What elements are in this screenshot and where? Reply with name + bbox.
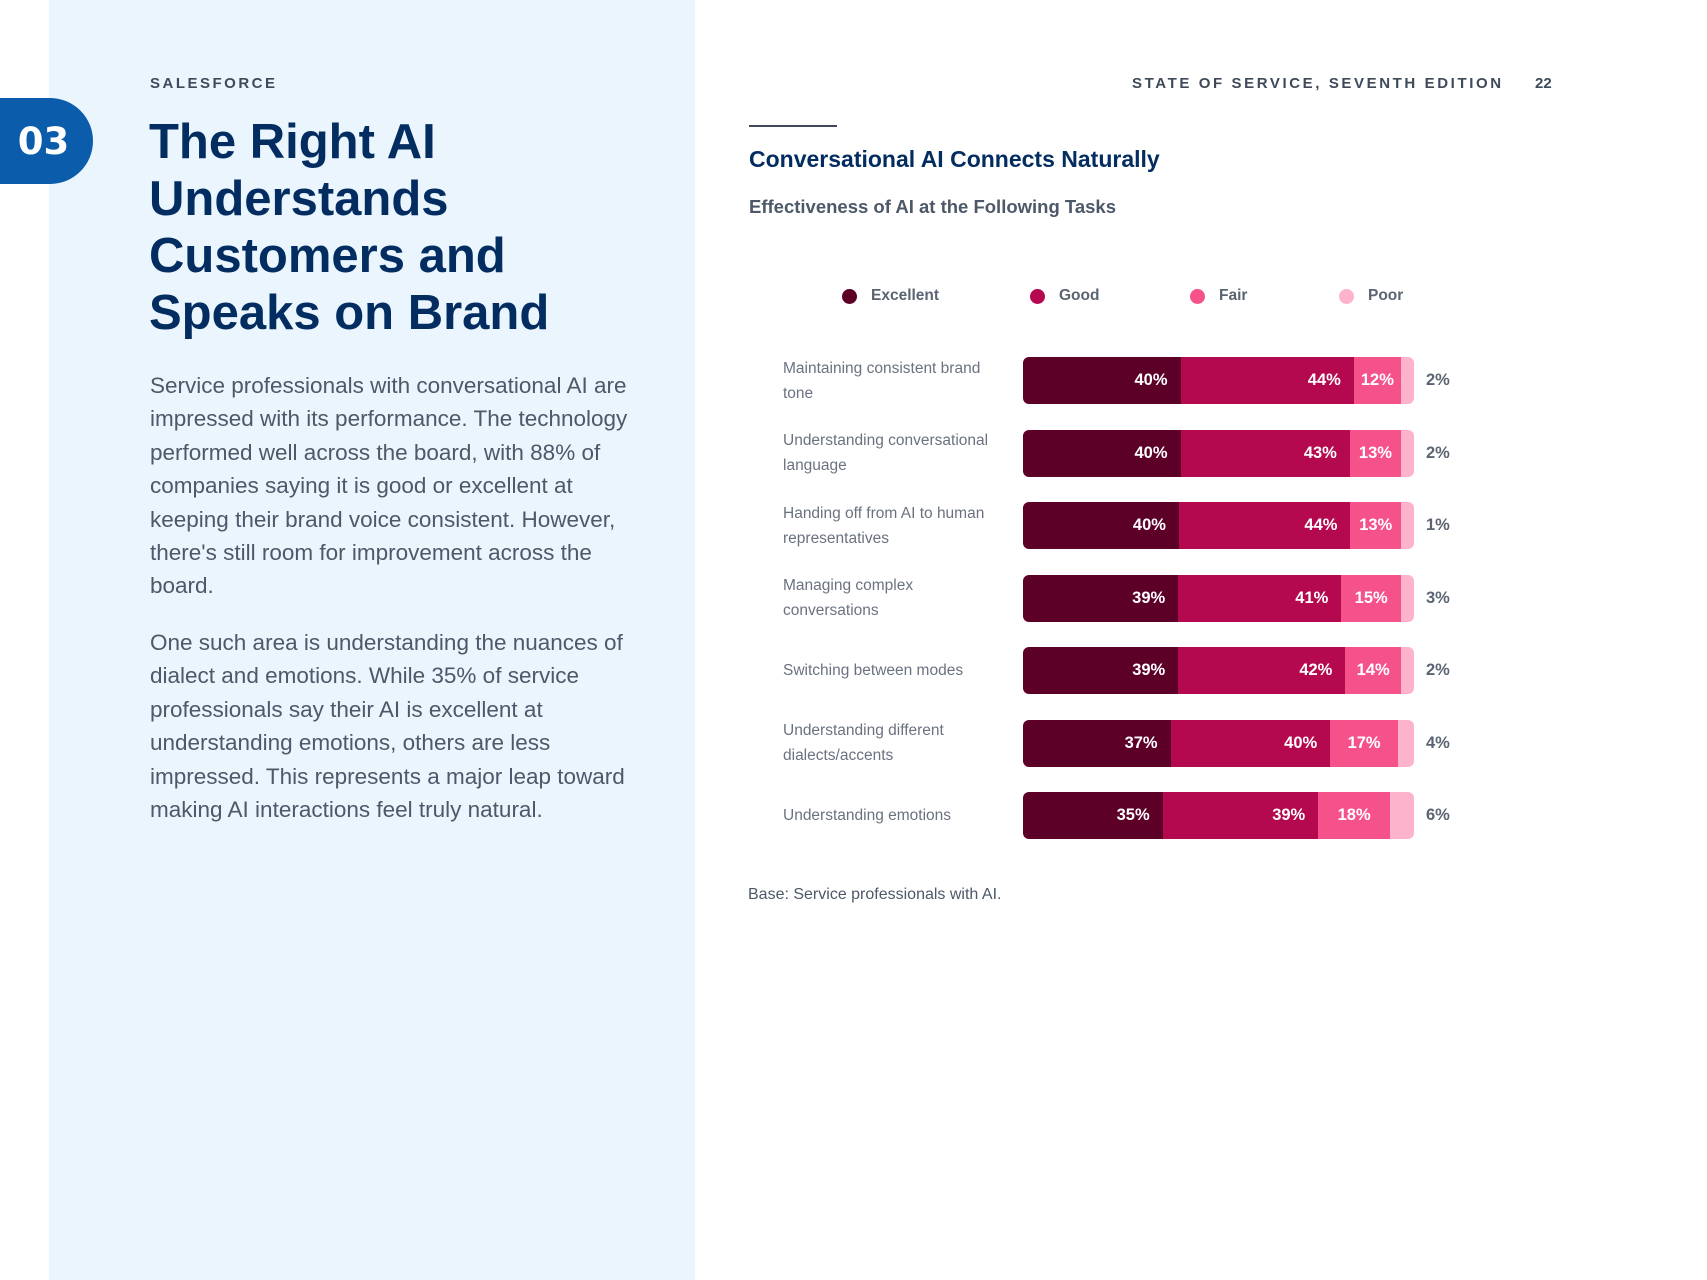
left-panel [49, 0, 695, 1280]
data-label: 18% [1337, 806, 1371, 824]
bar-segment-fair: 17% [1330, 719, 1398, 767]
bar-segment-excellent: 39% [1023, 574, 1179, 622]
bar-segment-fair: 13% [1350, 502, 1401, 549]
body-paragraph-1: Service professionals with conversationa… [150, 373, 628, 599]
bar-segment-poor [1401, 357, 1414, 404]
title-rule [749, 125, 837, 127]
data-label: 37% [1124, 733, 1158, 752]
bar-segment-good: 43% [1180, 429, 1350, 477]
data-label-poor: 2% [1426, 661, 1450, 679]
legend-dot-icon [842, 288, 857, 304]
data-label-poor: 3% [1426, 588, 1450, 607]
data-label-poor: 4% [1426, 733, 1450, 752]
brand-label: SALESFORCE [150, 75, 278, 92]
page-title: The Right AI Understands Customers and S… [149, 115, 550, 340]
legend-dot-icon [1339, 288, 1354, 304]
bar-row: 39% 42% 14% [1023, 647, 1414, 694]
bar-segment-excellent: 40% [1023, 429, 1181, 477]
legend-label: Excellent [871, 287, 940, 304]
bar-segment-poor [1398, 719, 1414, 767]
section-number-badge: 03 [0, 98, 93, 184]
legend-label: Fair [1219, 287, 1248, 304]
bar-row: 39% 41% 15% [1023, 574, 1414, 622]
row-label: Switching between modes [783, 662, 964, 679]
legend-item-poor: Poor [1339, 287, 1403, 305]
bar-segment-fair: 18% [1318, 792, 1391, 839]
bar-segment-good: 41% [1178, 574, 1342, 622]
data-label: 41% [1295, 588, 1329, 607]
data-label: 35% [1116, 806, 1150, 824]
legend-label: Good [1059, 287, 1100, 304]
legend-label: Poor [1368, 287, 1404, 304]
edition-label: STATE OF SERVICE, SEVENTH EDITION [1132, 75, 1504, 92]
bar-segment-fair: 13% [1349, 429, 1401, 477]
bar-segment-good: 44% [1178, 502, 1351, 549]
bar-segment-poor [1401, 502, 1414, 549]
bar-segment-good: 40% [1170, 719, 1331, 767]
data-label: 39% [1272, 806, 1306, 824]
bar-segment-excellent: 37% [1023, 719, 1171, 767]
bar-segment-excellent: 40% [1023, 502, 1179, 549]
bar-segment-poor [1401, 429, 1414, 477]
bar-row: 35% 39% 18% [1023, 792, 1414, 839]
row-label: Understanding conversational language [783, 432, 989, 474]
data-label: 42% [1299, 661, 1333, 679]
bar-row: 40% 44% 13% [1023, 502, 1414, 549]
data-label: 12% [1360, 371, 1394, 389]
legend-dot-icon [1190, 288, 1205, 304]
data-label: 13% [1358, 443, 1392, 462]
bar-segment-excellent: 39% [1023, 647, 1179, 694]
bar-row: 37% 40% 17% [1023, 719, 1414, 767]
data-label: 39% [1132, 588, 1166, 607]
bar-row: 40% 44% 12% [1023, 357, 1414, 404]
data-label: 44% [1307, 371, 1341, 389]
bar-segment-poor [1401, 574, 1414, 622]
bar-segment-fair: 14% [1345, 647, 1401, 694]
data-label: 40% [1132, 516, 1166, 534]
data-label-poor: 2% [1426, 371, 1450, 389]
chart-title: Conversational AI Connects Naturally [749, 146, 1160, 172]
data-label: 40% [1134, 371, 1168, 389]
page-number: 22 [1535, 75, 1552, 92]
data-label: 40% [1284, 733, 1318, 752]
bar-segment-fair: 12% [1353, 357, 1401, 404]
bar-segment-excellent: 35% [1023, 792, 1163, 839]
bar-segment-good: 39% [1162, 792, 1319, 839]
legend-item-excellent: Excellent [842, 287, 939, 305]
bar-segment-poor [1390, 792, 1414, 839]
data-label: 44% [1304, 516, 1338, 534]
chart-subtitle: Effectiveness of AI at the Following Tas… [749, 196, 1116, 217]
data-label: 40% [1134, 443, 1168, 462]
row-label: Managing complex conversations [783, 577, 914, 619]
bar-row: 40% 43% 13% [1023, 429, 1414, 477]
bar-segment-excellent: 40% [1023, 357, 1181, 404]
row-label: Maintaining consistent brand tone [783, 359, 981, 402]
data-label-poor: 2% [1426, 443, 1450, 462]
row-label: Understanding different dialects/accents [783, 722, 944, 764]
data-label: 43% [1303, 443, 1337, 462]
data-label: 39% [1132, 661, 1166, 679]
bar-segment-good: 44% [1180, 357, 1354, 404]
chart-footnote: Base: Service professionals with AI. [748, 886, 1002, 903]
legend-item-fair: Fair [1190, 287, 1247, 305]
bar-segment-good: 42% [1178, 647, 1346, 694]
legend-item-good: Good [1030, 287, 1099, 305]
row-label: Understanding emotions [783, 807, 952, 824]
row-label: Handing off from AI to human representat… [783, 504, 985, 547]
data-label: 14% [1356, 661, 1390, 679]
data-label: 13% [1359, 516, 1393, 534]
data-label-poor: 1% [1426, 516, 1450, 534]
data-label: 15% [1354, 588, 1388, 607]
bar-segment-poor [1401, 647, 1414, 694]
legend-dot-icon [1030, 288, 1045, 304]
body-paragraph-2: One such area is understanding the nuanc… [150, 630, 625, 823]
data-label: 17% [1347, 733, 1381, 752]
bar-segment-fair: 15% [1341, 574, 1401, 622]
data-label-poor: 6% [1426, 806, 1450, 824]
